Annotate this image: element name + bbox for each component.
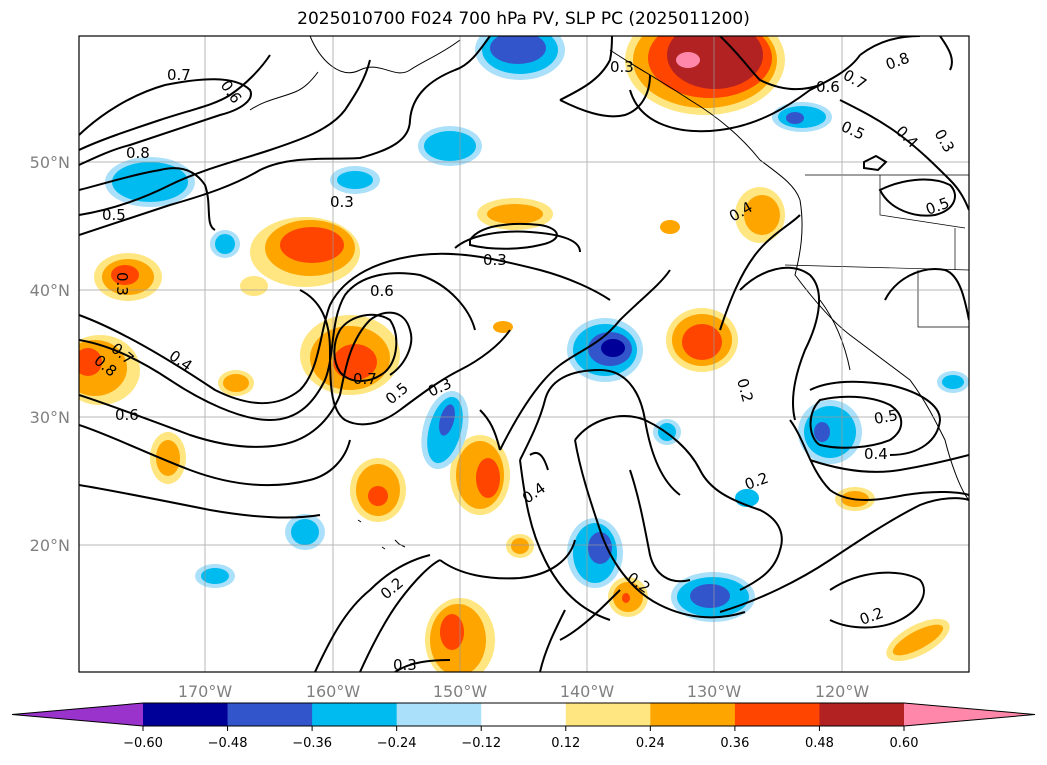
colorbar-tick-label: −0.12 — [461, 736, 501, 751]
negative-anomaly-8 — [418, 126, 482, 166]
colorbar-tick-label: 0.60 — [890, 736, 919, 751]
colorbar-tick-label: 0.48 — [805, 736, 834, 751]
colorbar-tick-label: 0.12 — [551, 736, 580, 751]
lon-label-150w: 150°W — [433, 682, 488, 701]
positive-anomaly-7 — [450, 435, 510, 515]
positive-anomaly-14 — [608, 577, 648, 617]
contour-label: 0.3 — [113, 272, 131, 296]
positive-anomaly-18 — [240, 220, 680, 333]
contour-label: 0.5 — [102, 206, 126, 224]
colorbar-extend-high — [904, 703, 1035, 726]
colorbar-segment — [481, 703, 567, 726]
colorbar-segment — [143, 703, 229, 726]
lon-label-140w: 140°W — [560, 682, 615, 701]
colorbar-tick-label: −0.60 — [123, 736, 163, 751]
contour-label: 0.2 — [733, 376, 757, 404]
lat-label-30n: 30°N — [30, 408, 70, 427]
colorbar-tick-label: −0.36 — [292, 736, 332, 751]
lon-label-130w: 130°W — [687, 682, 742, 701]
colorbar-tick-label: −0.48 — [208, 736, 248, 751]
lon-label-120w: 120°W — [815, 682, 870, 701]
contour-label: 0.6 — [115, 406, 139, 424]
lat-label-20n: 20°N — [30, 536, 70, 555]
negative-anomaly-7 — [105, 157, 195, 207]
contour-label: 0.7 — [353, 370, 377, 388]
positive-anomaly-17 — [886, 618, 950, 662]
colorbar-segment — [312, 703, 398, 726]
map-frame — [78, 35, 970, 673]
positive-anomaly-5 — [477, 198, 553, 230]
lon-label-170w: 170°W — [178, 682, 233, 701]
colorbar-segment — [565, 703, 651, 726]
longitude-axis: 170°W 160°W 150°W 140°W 130°W 120°W — [178, 682, 870, 701]
coastlines — [249, 36, 969, 550]
positive-anomaly-15 — [506, 534, 534, 558]
negative-anomaly-9 — [772, 102, 832, 132]
contour-label: 0.3 — [330, 193, 354, 211]
colorbar-segment — [650, 703, 736, 726]
colorbar-segment — [734, 703, 820, 726]
slp-contours — [79, 36, 969, 672]
positive-anomaly-3 — [94, 253, 162, 301]
positive-anomaly-10 — [625, 36, 785, 115]
contour-label: 0.3 — [483, 251, 507, 269]
contour-label: 0.7 — [167, 66, 191, 84]
colorbar: −0.60 −0.48 −0.36 −0.24 −0.12 0.12 0.24 0.36 0.4… — [11, 702, 1036, 751]
negative-anomaly-4 — [421, 390, 469, 470]
colorbar-tick-label: 0.36 — [720, 736, 749, 751]
positive-anomaly-12 — [150, 432, 186, 484]
colorbar-tick-label: 0.24 — [636, 736, 665, 751]
positive-anomaly-8 — [350, 458, 406, 522]
negative-anomaly-3 — [567, 518, 623, 588]
contour-label: 0.3 — [393, 656, 417, 674]
colorbar-tick-label: −0.24 — [377, 736, 417, 751]
positive-anomaly-1 — [250, 217, 360, 287]
latitude-axis: 50°N 40°N 30°N 20°N — [30, 153, 70, 555]
contour-label: 0.8 — [126, 144, 150, 162]
colorbar-extend-low — [12, 703, 143, 726]
colorbar-segment — [396, 703, 482, 726]
colorbar-segment — [819, 703, 905, 726]
lon-label-160w: 160°W — [306, 682, 361, 701]
positive-anomaly-13 — [218, 370, 254, 396]
contour-label: 0.3 — [610, 58, 634, 76]
contour-label: 0.4 — [864, 445, 888, 463]
positive-anomaly-6 — [666, 308, 738, 372]
negative-anomaly-2 — [671, 572, 755, 622]
gridlines — [79, 36, 969, 672]
lat-label-40n: 40°N — [30, 281, 70, 300]
negative-anomaly-6 — [475, 36, 565, 80]
contour-label: 0.6 — [370, 282, 394, 300]
plot-title: 2025010700 F024 700 hPa PV, SLP PC (2025… — [297, 9, 750, 29]
contour-label: 0.5 — [873, 406, 900, 428]
contour-label: 0.6 — [816, 78, 840, 96]
positive-anomaly-11 — [735, 187, 785, 243]
positive-anomaly-4 — [79, 335, 140, 405]
colorbar-segment — [227, 703, 313, 726]
lat-label-50n: 50°N — [30, 153, 70, 172]
